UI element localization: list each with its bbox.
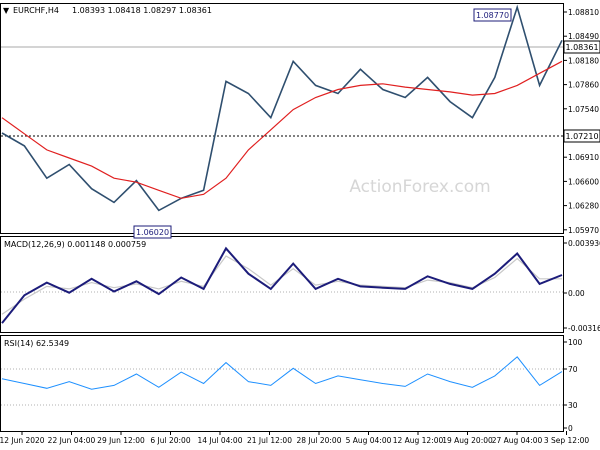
current-price-label: 1.08361 — [565, 43, 598, 52]
low-label-box — [133, 225, 172, 239]
rsi-tick-label: 70 — [568, 365, 578, 374]
symbol-label: EURCHF,H4 — [13, 6, 59, 15]
price-tick-label: 1.08180 — [568, 56, 599, 65]
time-tick-label: 21 Jul 12:00 — [247, 436, 292, 445]
time-tick-label: 22 Jun 04:00 — [48, 436, 96, 445]
time-tick-label: 5 Aug 04:00 — [346, 436, 392, 445]
time-tick-label: 12 Jun 2020 — [0, 436, 45, 445]
macd-plot — [1, 246, 563, 324]
time-tick-label: 27 Aug 04:00 — [492, 436, 543, 445]
macd-tick-label: 0.003936 — [568, 239, 600, 248]
high-label-box — [473, 8, 512, 22]
rsi-line — [1, 356, 563, 390]
macd-tick-label: -0.003168 — [568, 324, 600, 333]
macd-tick-label: 0.00 — [568, 289, 585, 298]
time-tick-label: 19 Aug 20:00 — [442, 436, 493, 445]
time-tick-label: 29 Jun 12:00 — [97, 436, 145, 445]
macd-panel — [0, 236, 564, 333]
price-panel — [0, 3, 564, 234]
price-tick-label: 1.07860 — [568, 81, 599, 90]
rsi-title: RSI(14) 62.5349 — [4, 339, 69, 348]
support-price-box — [563, 129, 600, 143]
time-tick-label: 14 Jul 04:00 — [198, 436, 243, 445]
macd-title: MACD(12,26,9) 0.001148 0.000759 — [4, 240, 146, 249]
dropdown-triangle-icon[interactable]: ▼ — [3, 6, 10, 15]
moving-average-line — [1, 60, 563, 199]
price-tick-label: 1.05970 — [568, 226, 599, 235]
price-tick-label: 1.08490 — [568, 32, 599, 41]
price-series-line — [1, 4, 563, 212]
price-tick-label: 1.06600 — [568, 177, 599, 186]
rsi-tick-label: 100 — [568, 338, 583, 347]
rsi-plot — [1, 356, 563, 390]
rsi-panel — [0, 335, 564, 432]
price-plot — [1, 4, 563, 212]
price-tick-label: 1.06910 — [568, 153, 599, 162]
rsi-axis: 100 70 30 0 — [563, 338, 583, 433]
high-label: 1.08770 — [476, 11, 509, 20]
macd-line — [1, 246, 563, 324]
current-price-box — [563, 40, 600, 54]
price-tick-label: 1.08810 — [568, 8, 599, 17]
price-tick-label: 1.07540 — [568, 105, 599, 114]
time-tick-label: 3 Sep 12:00 — [544, 436, 590, 445]
rsi-tick-label: 30 — [568, 401, 578, 410]
time-axis: 12 Jun 2020 22 Jun 04:00 29 Jun 12:00 6 Jul… — [0, 431, 589, 445]
rsi-tick-label: 0 — [568, 424, 573, 433]
watermark: ActionForex.com — [349, 177, 490, 197]
time-tick-label: 28 Jul 20:00 — [297, 436, 342, 445]
macd-axis: 0.003936 0.00 -0.003168 — [563, 239, 600, 333]
support-price-label: 1.07210 — [565, 132, 598, 141]
ohlc-values: 1.08393 1.08418 1.08297 1.08361 — [72, 6, 212, 15]
price-tick-label: 1.06280 — [568, 202, 599, 211]
time-tick-label: 6 Jul 20:00 — [150, 436, 190, 445]
low-label: 1.06020 — [136, 228, 169, 237]
time-tick-label: 12 Aug 12:00 — [393, 436, 444, 445]
